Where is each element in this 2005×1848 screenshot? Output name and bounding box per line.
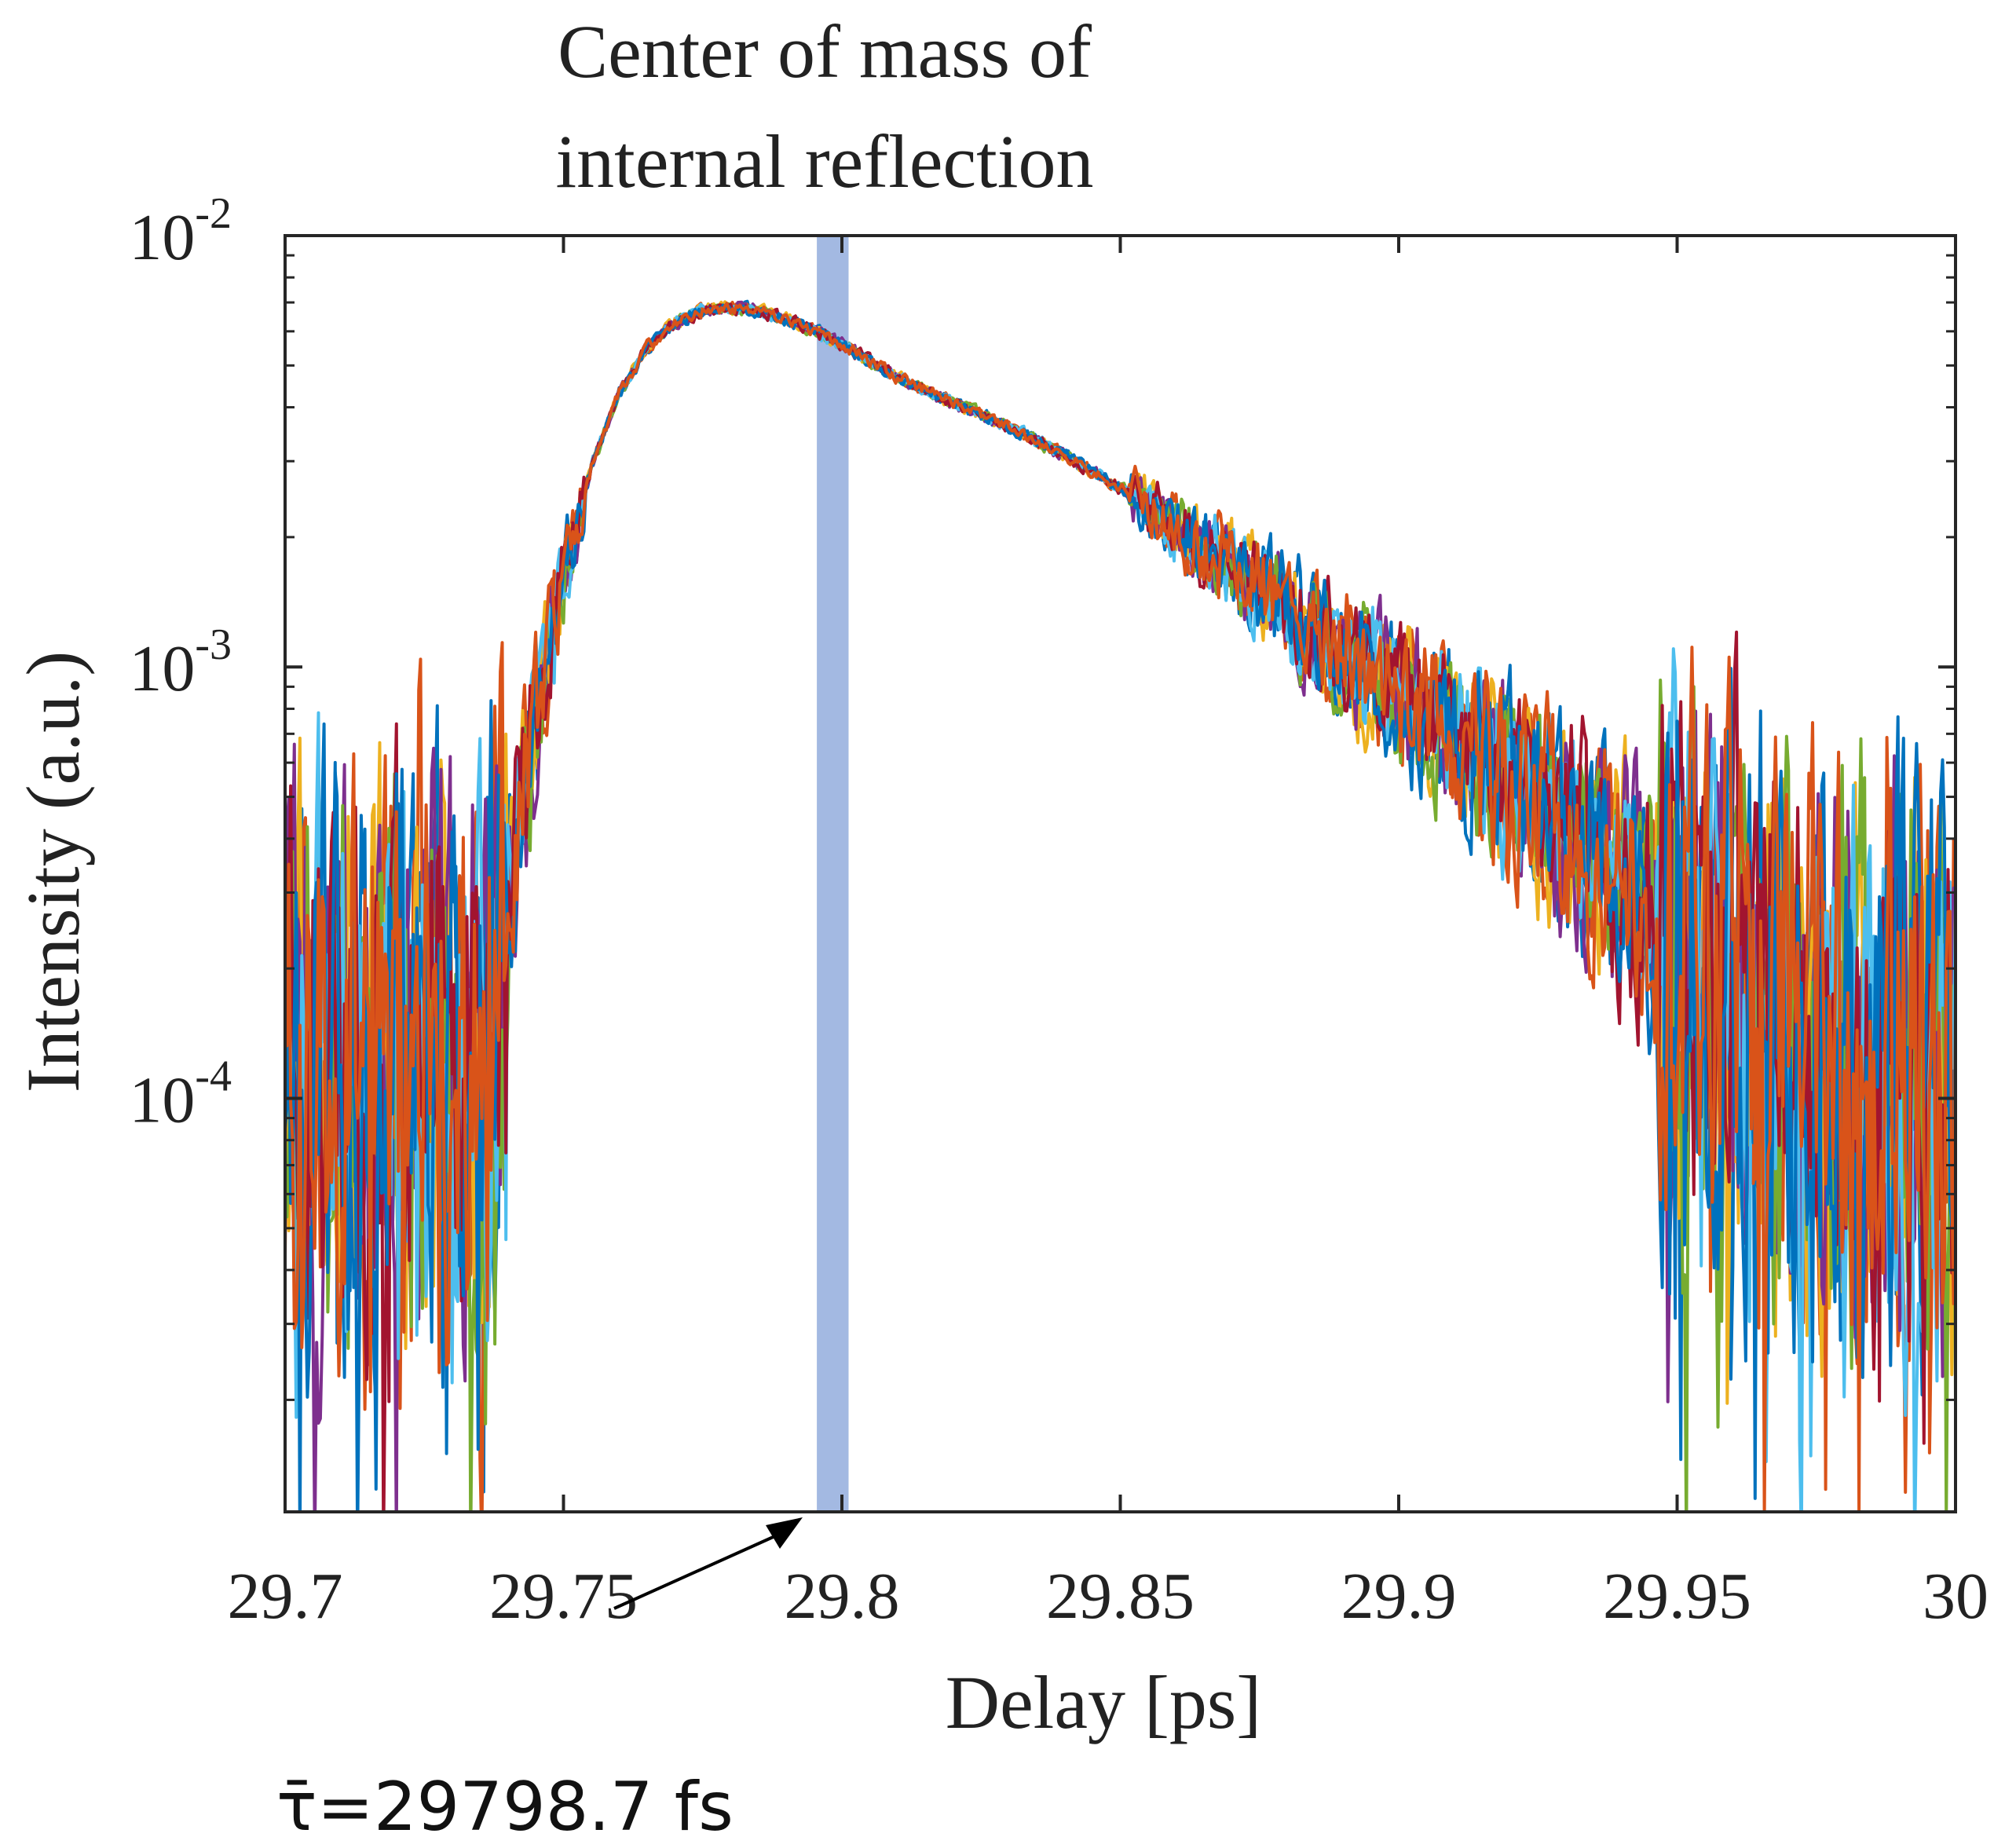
y-axis-label: Intensity (a.u.) <box>11 651 95 1093</box>
y-tick-label: 10-4 <box>129 1052 232 1136</box>
highlight-band <box>817 236 849 1512</box>
y-tick-label: 10-3 <box>129 620 232 705</box>
x-tick-label: 29.95 <box>1603 1560 1751 1633</box>
x-tick-label: 29.85 <box>1046 1560 1195 1633</box>
x-axis-label: Delay [ps] <box>946 1660 1262 1744</box>
x-tick-label: 29.9 <box>1341 1560 1457 1633</box>
x-tick-label: 29.7 <box>228 1560 343 1633</box>
chart-title-line-2: internal reflection <box>556 119 1094 203</box>
annotation-arrow <box>613 1530 786 1610</box>
x-tick-label: 29.8 <box>785 1560 900 1633</box>
x-tick-label: 29.75 <box>489 1560 638 1633</box>
series-line <box>285 302 1956 1512</box>
x-tick-label: 30 <box>1923 1560 1989 1633</box>
annotation-arrowhead <box>766 1517 803 1549</box>
series-layer <box>285 299 1956 1512</box>
plot-frame <box>284 234 1957 1513</box>
tick-layer: 29.7 29.75 29.8 29.85 29.9 29.95 30 10-4 10-3 10-… <box>129 189 1989 1633</box>
chart-title-line-1: Center of mass of <box>558 9 1092 93</box>
y-tick-label: 10-2 <box>129 189 232 274</box>
annotation-text: τ̄=29798.7 fs <box>276 1768 734 1846</box>
